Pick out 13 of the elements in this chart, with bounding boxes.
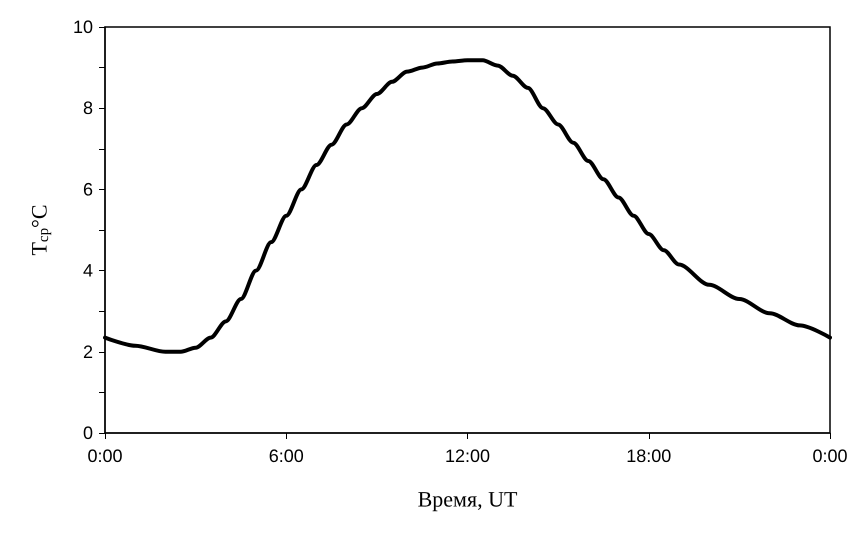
y-tick-label: 8 <box>82 98 93 118</box>
y-axis-title: Tср°C <box>26 204 52 256</box>
y-tick-label: 2 <box>82 342 93 362</box>
x-tick-label: 6:00 <box>268 446 304 466</box>
x-tick-label: 0:00 <box>87 446 123 466</box>
x-tick-label: 12:00 <box>444 446 490 466</box>
x-axis-title: Время, UT <box>418 486 518 512</box>
y-tick-label: 6 <box>82 179 93 200</box>
y-tick-label: 0 <box>82 423 93 443</box>
x-tick-label: 18:00 <box>626 446 672 466</box>
y-tick-label: 4 <box>82 260 93 281</box>
x-tick-label: 0:00 <box>812 446 848 466</box>
y-tick-label: 10 <box>72 17 93 37</box>
